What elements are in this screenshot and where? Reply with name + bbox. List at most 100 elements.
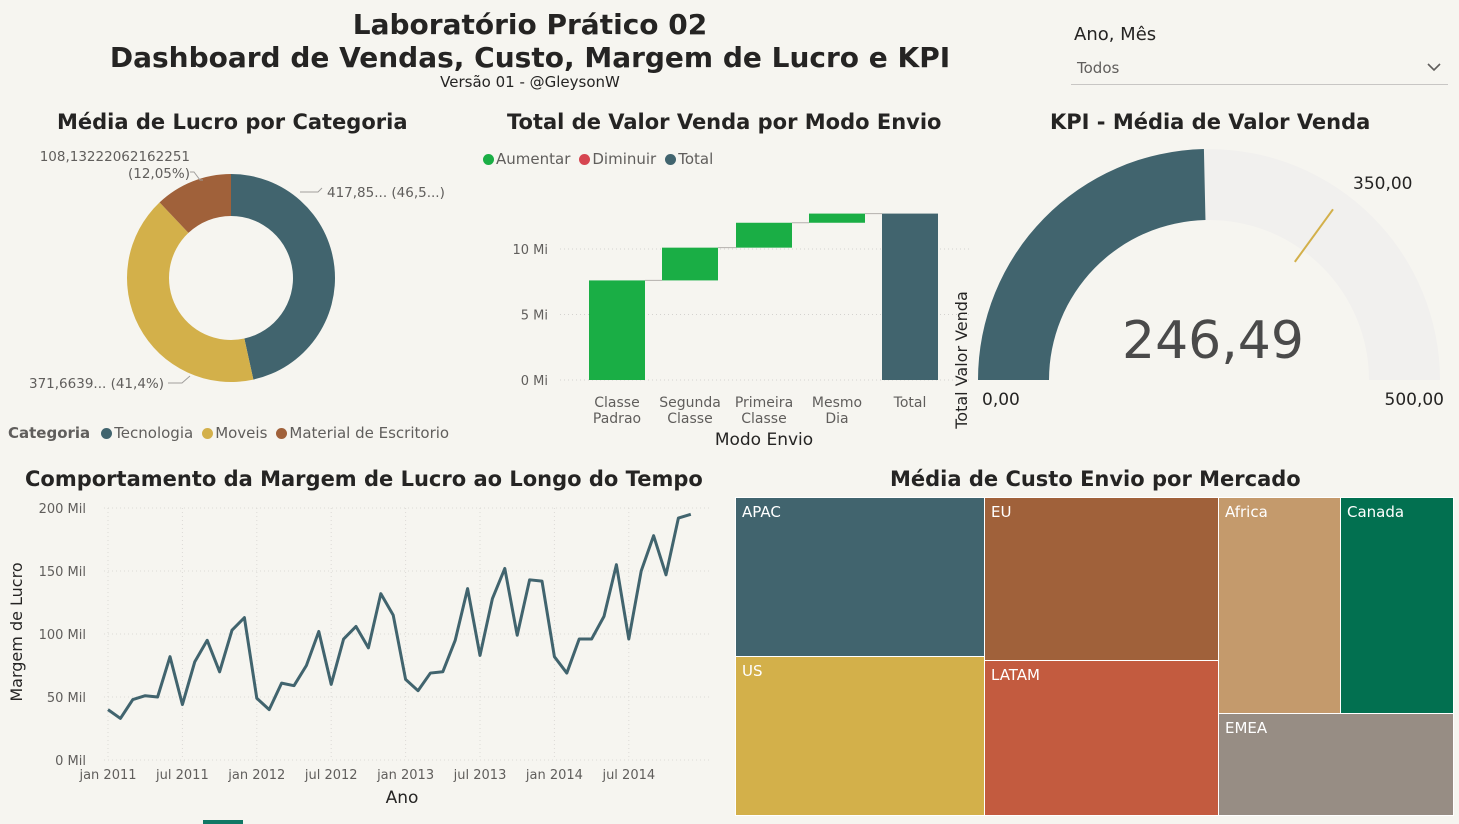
x-tick-label: Padrao: [593, 411, 641, 427]
legend-item-total[interactable]: Total: [665, 150, 713, 168]
y-tick-label: 5 Mi: [521, 308, 548, 323]
legend-marker: [665, 153, 677, 165]
data-label-material-pct: (12,05%): [128, 166, 190, 182]
legend-marker: [579, 153, 591, 165]
gauge-target-marker: [1294, 208, 1334, 263]
treemap-label: Africa: [1225, 503, 1268, 521]
waterfall-legend: Aumentar Diminuir Total: [483, 150, 719, 168]
x-tick-label: Mesmo: [812, 395, 862, 411]
y-tick-label: 50 Mil: [47, 691, 86, 706]
line-chart: 0 Mil 50 Mil 100 Mil 150 Mil 200 Mil jan 2011…: [7, 502, 710, 808]
legend-marker: [276, 427, 288, 439]
treemap-label: EU: [991, 503, 1012, 521]
treemap-cell-apac[interactable]: APAC: [735, 497, 985, 657]
legend-marker: [483, 153, 494, 165]
legend-item-diminuir[interactable]: Diminuir: [579, 150, 656, 168]
dashboard-title-line1: Laboratório Prático 02: [352, 8, 708, 41]
gauge-title: KPI - Média de Valor Venda: [1050, 110, 1371, 134]
treemap-cell-africa[interactable]: Africa: [1218, 497, 1341, 714]
waterfall-bar[interactable]: [736, 222, 792, 248]
legend-item-tecnologia[interactable]: Tecnologia: [101, 424, 193, 442]
slicer-value: Todos: [1077, 59, 1120, 77]
donut-title: Média de Lucro por Categoria: [57, 110, 408, 134]
donut-chart: 108,13222062162251 (12,05%) 417,85... (4…: [29, 149, 445, 392]
x-tick-label: Classe: [667, 411, 712, 427]
y-tick-label: 10 Mi: [512, 243, 548, 258]
line-y-axis-title: Margem de Lucro: [7, 562, 26, 701]
waterfall-bar[interactable]: [589, 280, 645, 380]
legend-label: Material de Escritorio: [289, 424, 450, 442]
treemap-cell-emea[interactable]: EMEA: [1218, 713, 1454, 816]
x-tick-label: jan 2012: [227, 768, 285, 783]
x-tick-label: jan 2013: [376, 768, 434, 783]
waterfall-bar[interactable]: [882, 213, 938, 380]
leader-line-moveis: [168, 375, 191, 384]
leader-line-tecnologia: [300, 187, 323, 193]
y-tick-label: 0 Mil: [55, 754, 86, 769]
donut-slice-moveis[interactable]: [127, 202, 254, 382]
y-tick-label: 100 Mil: [39, 628, 86, 643]
line-chart-title: Comportamento da Margem de Lucro ao Long…: [25, 467, 703, 491]
waterfall-bar[interactable]: [809, 213, 865, 223]
waterfall-title: Total de Valor Venda por Modo Envio: [507, 110, 942, 134]
x-tick-label: Dia: [825, 411, 848, 427]
legend-label: Moveis: [215, 424, 268, 442]
treemap-title: Média de Custo Envio por Mercado: [890, 467, 1301, 491]
waterfall-bar[interactable]: [662, 247, 718, 281]
treemap-cell-eu[interactable]: EU: [984, 497, 1219, 661]
x-tick-label: jul 2013: [453, 768, 507, 783]
slicer-label: Ano, Mês: [1074, 24, 1157, 45]
treemap-label: APAC: [742, 503, 781, 521]
x-tick-label: jan 2011: [78, 768, 136, 783]
chevron-down-icon[interactable]: [1426, 61, 1442, 73]
data-label-material-value: 108,13222062162251: [40, 149, 190, 165]
treemap-chart: APAC US EU LATAM Africa Canada EMEA: [735, 497, 1454, 816]
treemap-cell-us[interactable]: US: [735, 656, 985, 816]
donut-slice-tecnologia[interactable]: [231, 174, 336, 380]
x-tick-label: jul 2011: [155, 768, 209, 783]
donut-slice-material-de-escritorio[interactable]: [159, 174, 231, 233]
legend-item-aumentar[interactable]: Aumentar: [483, 150, 570, 168]
legend-marker: [202, 427, 214, 439]
x-tick-label: Total: [893, 395, 927, 411]
legend-marker: [101, 427, 113, 439]
x-tick-label: jul 2014: [601, 768, 655, 783]
treemap-label: US: [742, 662, 763, 680]
date-slicer-dropdown[interactable]: Todos: [1071, 52, 1448, 85]
x-tick-label: jan 2014: [525, 768, 583, 783]
treemap-cell-canada[interactable]: Canada: [1340, 497, 1454, 714]
gauge-fill[interactable]: [978, 149, 1206, 380]
x-tick-label: Classe: [594, 395, 639, 411]
waterfall-y-axis-title: Total Valor Venda: [952, 291, 971, 430]
legend-item-moveis[interactable]: Moveis: [202, 424, 267, 442]
page-tab-indicator: [203, 820, 243, 824]
treemap-label: LATAM: [991, 666, 1040, 684]
data-label-moveis: 371,6639... (41,4%): [29, 376, 164, 392]
waterfall-x-axis-title: Modo Envio: [715, 430, 813, 450]
legend-label: Diminuir: [592, 150, 657, 168]
gauge-min-label: 0,00: [982, 390, 1020, 410]
x-tick-label: Classe: [741, 411, 786, 427]
y-tick-label: 200 Mil: [39, 502, 86, 517]
legend-title: Categoria: [8, 424, 91, 442]
legend-label: Tecnologia: [114, 424, 194, 442]
legend-label: Aumentar: [496, 150, 571, 168]
legend-label: Total: [678, 150, 714, 168]
donut-legend: Categoria Tecnologia Moveis Material de …: [8, 424, 455, 442]
x-tick-label: jul 2012: [304, 768, 358, 783]
y-tick-label: 0 Mi: [521, 374, 548, 389]
y-tick-label: 150 Mil: [39, 565, 86, 580]
gauge-value: 246,49: [1122, 311, 1304, 371]
gauge-target-label: 350,00: [1353, 174, 1412, 194]
x-tick-label: Primeira: [735, 395, 793, 411]
treemap-label: EMEA: [1225, 719, 1268, 737]
gauge-max-label: 500,00: [1385, 390, 1444, 410]
dashboard-subtitle: Versão 01 - @GleysonW: [440, 73, 620, 91]
gauge-chart: 246,49 0,00 500,00 350,00: [978, 149, 1444, 410]
data-label-tecnologia: 417,85... (46,5...): [327, 185, 445, 201]
legend-item-material[interactable]: Material de Escritorio: [276, 424, 449, 442]
dashboard-title-line2: Dashboard de Vendas, Custo, Margem de Lu…: [109, 41, 951, 74]
line-series-margem[interactable]: [107, 512, 692, 720]
treemap-cell-latam[interactable]: LATAM: [984, 660, 1219, 816]
